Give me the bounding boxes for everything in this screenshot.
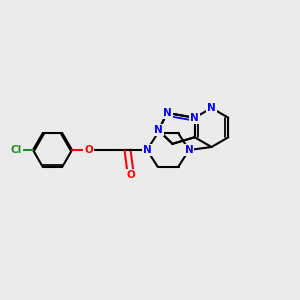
Text: N: N — [142, 145, 152, 155]
Text: N: N — [190, 113, 199, 123]
Text: Cl: Cl — [11, 145, 22, 155]
Text: O: O — [84, 145, 93, 155]
Text: N: N — [142, 145, 152, 155]
Text: O: O — [126, 170, 135, 180]
Text: N: N — [184, 145, 194, 155]
Text: N: N — [154, 125, 163, 135]
Text: N: N — [163, 108, 172, 118]
Text: N: N — [207, 103, 216, 113]
